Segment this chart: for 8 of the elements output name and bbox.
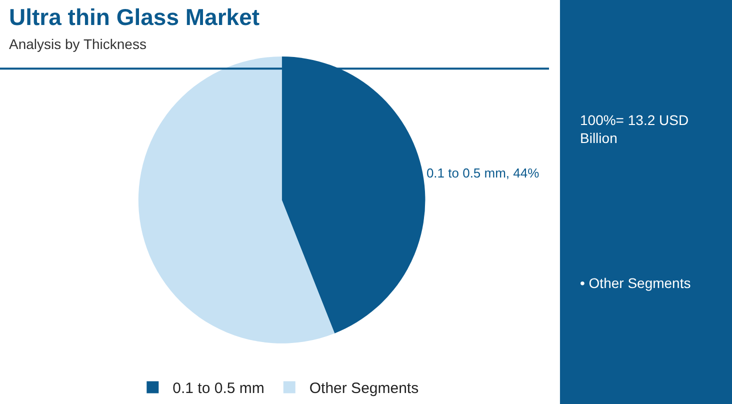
- pie-slice: [138, 56, 335, 344]
- data-label: 0.1 to 0.5 mm, 44%: [426, 165, 540, 180]
- legend-label: Other Segments: [309, 380, 419, 398]
- legend-label: 0.1 to 0.5 mm: [172, 380, 264, 398]
- text: • Other Segments: [580, 275, 691, 291]
- chart-title: Ultra thin Glass Market: [9, 4, 260, 30]
- text: 100%= 13.2 USD Billion: [580, 112, 689, 146]
- chart-subtitle: Analysis by Thickness: [9, 36, 146, 52]
